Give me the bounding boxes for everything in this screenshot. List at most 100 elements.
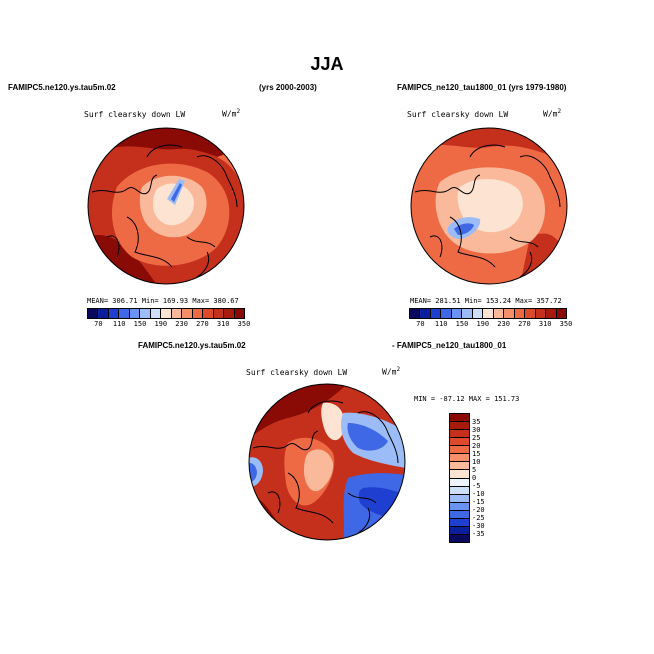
panel3-pale-region — [321, 402, 345, 441]
panel2-polar-map — [410, 127, 568, 285]
colorbar-swatch — [88, 309, 99, 318]
colorbar-swatch — [129, 309, 141, 318]
panel1-stats: MEAN= 306.71 Min= 169.93 Max= 380.67 — [87, 297, 239, 305]
colorbar-swatch — [450, 454, 469, 463]
colorbar-tick-label: 310 — [216, 320, 230, 328]
panel3-light-region — [304, 449, 334, 492]
colorbar-swatch — [451, 309, 463, 318]
colorbar-tick-label: 350 — [237, 320, 251, 328]
colorbar-swatch — [450, 414, 469, 423]
panel3-coastlines — [252, 400, 399, 534]
panel3-difference-map — [248, 383, 406, 541]
colorbar-tick-label: 230 — [175, 320, 188, 328]
figure-title: JJA — [310, 54, 344, 74]
colorbar-tick-label: 5 — [472, 466, 477, 474]
bottom-right-case-label: - FAMIPC5_ne120_tau1800_01 — [392, 341, 507, 350]
panel2-colorbar — [409, 308, 567, 319]
colorbar-swatch — [525, 309, 536, 318]
colorbar-tick-label: -35 — [472, 530, 485, 538]
panel1-pale-region — [153, 183, 194, 226]
colorbar-tick-label: 270 — [518, 320, 531, 328]
colorbar-swatch — [472, 309, 484, 318]
colorbar-swatch — [441, 309, 452, 318]
bottom-left-case-label: FAMIPC5.ne120.ys.tau5m.02 — [138, 341, 246, 350]
panel1-polar-map — [87, 127, 245, 285]
colorbar-swatch — [161, 309, 172, 318]
colorbar-swatch — [182, 309, 193, 318]
colorbar-swatch — [140, 309, 151, 318]
panel2-colorbar-labels: 70 110 150 190 230 270 310 350 — [410, 320, 572, 329]
panel1-colorbar-labels: 70 110 150 190 230 270 310 350 — [88, 320, 250, 329]
colorbar-swatch — [483, 309, 494, 318]
colorbar-swatch — [410, 309, 421, 318]
colorbar-swatch — [213, 309, 225, 318]
panel3-colorbar-labels: 35 30 25 20 15 10 5 0 -5 -10 -15 -20 -25 -30 -35 — [472, 414, 502, 542]
top-right-case-label: FAMIPC5_ne120_tau1800_01 (yrs 1979-1980) — [397, 83, 567, 92]
colorbar-tick-label: -25 — [472, 514, 485, 522]
colorbar-tick-label: -30 — [472, 522, 485, 530]
panel2-variable-label: Surf clearsky down LW — [407, 110, 509, 119]
colorbar-tick-label: 15 — [472, 450, 481, 458]
colorbar-swatch — [192, 309, 204, 318]
colorbar-swatch — [203, 309, 214, 318]
colorbar-swatch — [450, 462, 469, 471]
panel1-coastlines — [91, 144, 238, 278]
colorbar-swatch — [450, 438, 469, 447]
colorbar-swatch — [450, 478, 469, 487]
panel3-blue-region-ne-core — [347, 423, 388, 451]
panel2-stats: MEAN= 281.51 Min= 153.24 Max= 357.72 — [410, 297, 562, 305]
colorbar-tick-label: 20 — [472, 442, 481, 450]
colorbar-tick-label: 110 — [112, 320, 126, 328]
colorbar-tick-label: 110 — [434, 320, 448, 328]
panel1-colorbar — [87, 308, 245, 319]
panel2-coastlines — [414, 144, 561, 278]
panel1-blue-region-2 — [171, 183, 182, 202]
colorbar-swatch — [514, 309, 526, 318]
colorbar-tick-label: 150 — [133, 320, 147, 328]
panel2-units-label: W/m2 — [543, 108, 562, 119]
colorbar-swatch — [234, 309, 245, 318]
colorbar-swatch — [450, 422, 469, 431]
colorbar-swatch — [450, 430, 469, 439]
colorbar-swatch — [462, 309, 473, 318]
colorbar-swatch — [119, 309, 130, 318]
top-years-label: (yrs 2000-2003) — [259, 83, 317, 92]
colorbar-swatch — [450, 534, 469, 542]
colorbar-swatch — [556, 309, 567, 318]
colorbar-swatch — [535, 309, 547, 318]
colorbar-tick-label: 350 — [559, 320, 573, 328]
colorbar-tick-label: 35 — [472, 418, 481, 426]
colorbar-tick-label: 70 — [94, 320, 103, 328]
colorbar-tick-label: -5 — [472, 482, 481, 490]
panel3-min-max: MIN = -87.12 MAX = 151.73 — [414, 395, 520, 403]
colorbar-swatch — [430, 309, 442, 318]
colorbar-swatch — [450, 526, 469, 535]
panel3-units-label: W/m2 — [382, 366, 401, 377]
colorbar-tick-label: 10 — [472, 458, 481, 466]
colorbar-swatch — [420, 309, 431, 318]
panel1-units-label: W/m2 — [222, 108, 241, 119]
colorbar-swatch — [150, 309, 162, 318]
colorbar-tick-label: 230 — [497, 320, 510, 328]
top-left-case-label: FAMIPC5.ne120.ys.tau5m.02 — [8, 83, 116, 92]
colorbar-swatch — [450, 446, 469, 455]
colorbar-tick-label: 190 — [476, 320, 490, 328]
colorbar-swatch — [450, 486, 469, 495]
colorbar-tick-label: -15 — [472, 498, 485, 506]
colorbar-tick-label: 0 — [472, 474, 477, 482]
colorbar-swatch — [108, 309, 120, 318]
colorbar-tick-label: 30 — [472, 426, 481, 434]
colorbar-tick-label: 190 — [154, 320, 168, 328]
panel3-variable-label: Surf clearsky down LW — [246, 368, 348, 377]
colorbar-swatch — [546, 309, 557, 318]
colorbar-swatch — [224, 309, 235, 318]
colorbar-tick-label: 70 — [416, 320, 425, 328]
colorbar-swatch — [450, 518, 469, 527]
panel1-variable-label: Surf clearsky down LW — [84, 110, 186, 119]
colorbar-tick-label: 310 — [538, 320, 552, 328]
colorbar-swatch — [171, 309, 183, 318]
colorbar-swatch — [450, 502, 469, 511]
colorbar-swatch — [504, 309, 515, 318]
colorbar-swatch — [450, 470, 469, 479]
colorbar-tick-label: 25 — [472, 434, 481, 442]
